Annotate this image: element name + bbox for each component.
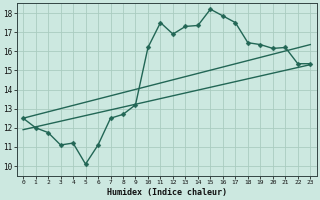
- X-axis label: Humidex (Indice chaleur): Humidex (Indice chaleur): [107, 188, 227, 197]
